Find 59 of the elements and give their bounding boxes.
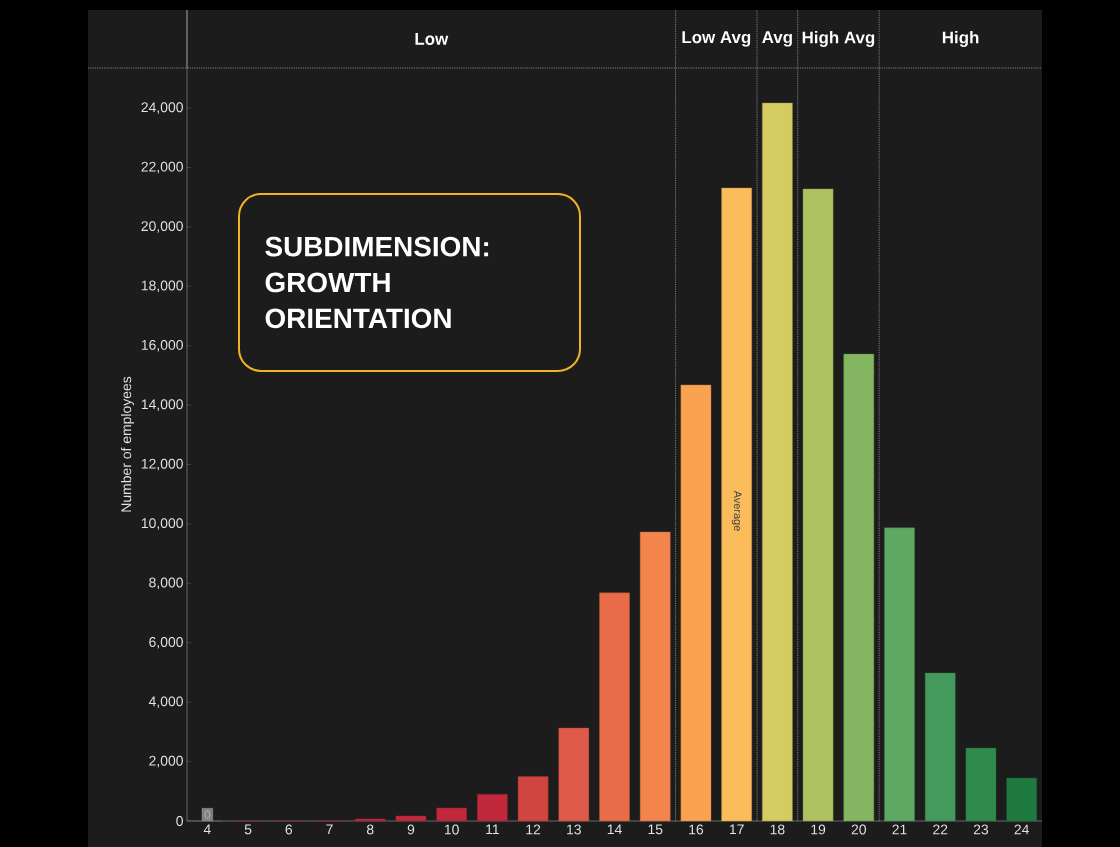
text: Low Avg (682, 31, 751, 47)
y-tick-label: 4,000 (148, 696, 183, 708)
y-tick-label: 6,000 (149, 637, 183, 649)
x-tick-label: 16 (689, 824, 704, 835)
x-tick-label: 10 (444, 824, 459, 835)
bar (843, 353, 875, 822)
bar (558, 727, 590, 822)
bar (1006, 777, 1037, 822)
x-tick-label: 14 (607, 824, 622, 835)
x-tick-label: 20 (851, 824, 867, 835)
y-tick-label: 24,000 (141, 102, 183, 114)
y-tick-label: 2,000 (149, 755, 183, 768)
x-tick-label: 17 (729, 824, 744, 835)
bar (924, 672, 956, 822)
y-tick-label: 10,000 (141, 518, 183, 530)
y-tick-label: 18,000 (141, 280, 183, 293)
x-tick-label: 6 (285, 824, 293, 835)
x-tick-label: 11 (486, 824, 499, 835)
x-tick-label: 18 (770, 824, 785, 835)
text: High (942, 31, 979, 47)
bar (884, 527, 915, 822)
x-tick-label: 7 (326, 824, 333, 835)
bar (721, 187, 752, 822)
y-tick-label: 22,000 (141, 161, 183, 174)
y-axis-title: Number of employees (120, 376, 134, 512)
bar (680, 384, 712, 822)
y-tick-label: 14,000 (141, 399, 183, 411)
x-tick-label: 21 (892, 824, 907, 835)
bar (436, 807, 467, 822)
y-tick-label: 8,000 (149, 577, 183, 590)
bar (477, 794, 508, 822)
y-tick-label: 20,000 (141, 221, 183, 233)
bar (517, 776, 549, 822)
text: High Avg (802, 31, 875, 47)
bar (639, 531, 671, 822)
text: SUBDIMENSION: GROWTH ORIENTATION (265, 236, 489, 329)
y-tick-label: 12,000 (141, 458, 183, 471)
bar (762, 102, 793, 822)
x-tick-label: 8 (366, 824, 374, 835)
annotation: Average (731, 490, 742, 531)
x-tick-label: 19 (811, 824, 826, 835)
bar (354, 818, 386, 822)
x-tick-label: 22 (933, 824, 948, 835)
y-tick-label: 16,000 (141, 339, 183, 352)
bar (802, 188, 834, 822)
x-tick-label: 15 (648, 824, 663, 835)
x-tick-label: 23 (973, 824, 989, 835)
text: Avg (762, 31, 792, 47)
x-tick-label: 13 (567, 824, 581, 835)
x-tick-label: 9 (407, 824, 415, 835)
x-tick-label: 24 (1014, 824, 1029, 835)
x-tick-label: 4 (203, 824, 211, 835)
bar (599, 592, 630, 822)
bar (395, 815, 427, 822)
x-tick-label: 12 (526, 824, 541, 835)
y-tick-label: 0 (176, 816, 183, 826)
x-tick-label: 5 (244, 824, 252, 835)
text: Low (415, 33, 449, 45)
bar (965, 747, 997, 822)
